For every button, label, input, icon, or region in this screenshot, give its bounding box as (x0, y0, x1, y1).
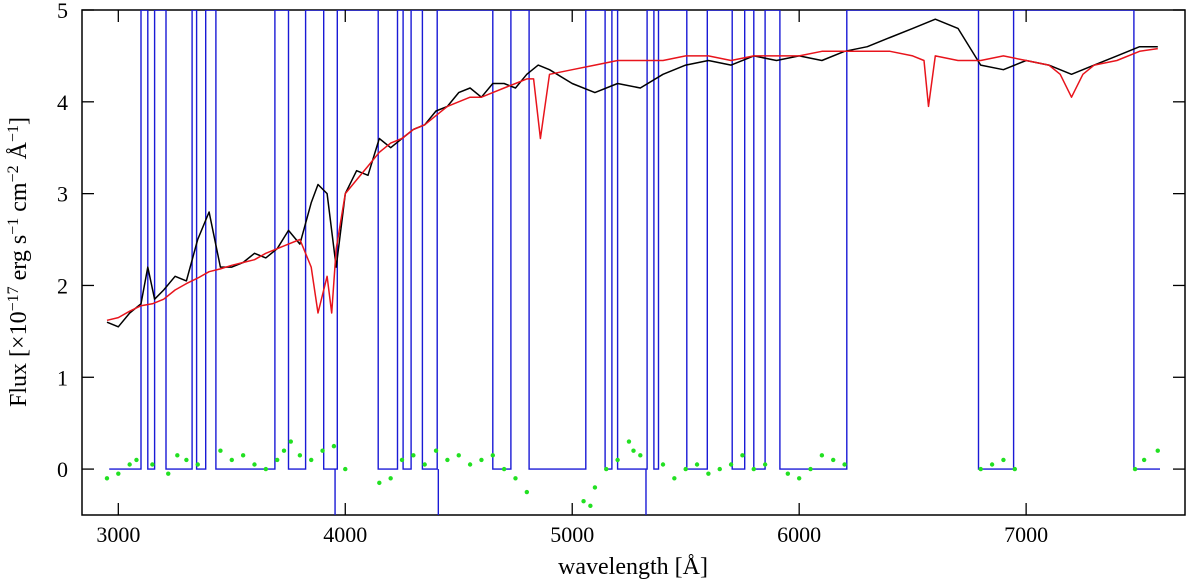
residual-point (785, 471, 791, 476)
residual-point (166, 471, 171, 476)
mask-line (109, 10, 1160, 470)
y-tick-label: 2 (57, 273, 68, 298)
residual-point (740, 453, 745, 458)
residual-point (819, 453, 825, 458)
y-tick-label: 1 (57, 365, 68, 390)
residual-point (978, 466, 983, 472)
residual-point (150, 462, 155, 467)
residual-point (638, 453, 643, 458)
y-tick-label: 5 (57, 0, 68, 23)
residual-point (631, 448, 636, 453)
residual-point (513, 476, 518, 481)
residual-point (592, 485, 598, 490)
residual-point (524, 489, 530, 495)
x-tick-label: 3000 (96, 522, 140, 547)
residual-point (263, 466, 269, 472)
residual-point (288, 439, 293, 444)
y-axis-title-mid3: Å (6, 141, 32, 165)
residual-point (1012, 466, 1017, 472)
residual-point (218, 448, 223, 453)
residual-point (501, 466, 507, 472)
residual-point (1132, 466, 1138, 472)
tick-layer: 3000 4000 5000 6000 7000 0 1 2 3 4 5 (57, 0, 1185, 547)
residual-point (672, 476, 677, 481)
residual-point (195, 462, 200, 467)
series-model-line (106, 47, 1158, 322)
residual-layer (104, 439, 1160, 509)
x-tick-label: 4000 (323, 522, 367, 547)
series-observed-line (106, 18, 1158, 328)
plot-frame (81, 9, 1186, 516)
residual-point (175, 453, 180, 458)
residual-point (706, 471, 711, 476)
y-axis-title-suffix: ] (6, 117, 32, 125)
residual-point (588, 503, 593, 509)
residual-point (842, 462, 847, 467)
residual-point (615, 457, 620, 463)
y-axis-title-exp4: −1 (5, 125, 22, 142)
x-tick-label: 6000 (777, 522, 821, 547)
residual-point (1155, 448, 1160, 453)
residual-point (116, 471, 121, 476)
residual-point (808, 466, 813, 472)
mask-layer (109, 10, 1160, 515)
residual-point (104, 476, 110, 481)
residual-point (411, 453, 416, 458)
residual-point (751, 466, 756, 472)
residual-point (683, 466, 688, 472)
residual-point (297, 453, 303, 458)
residual-point (660, 462, 666, 467)
residual-point (433, 448, 439, 453)
residual-point (604, 466, 609, 472)
residual-point (134, 457, 139, 463)
series-layer (106, 18, 1158, 328)
residual-point (229, 457, 234, 463)
y-axis-title-exp1: −17 (5, 286, 22, 311)
residual-point (445, 457, 450, 463)
residual-point (831, 457, 836, 463)
residual-point (989, 462, 995, 467)
residual-point (281, 448, 287, 453)
residual-point (762, 462, 768, 467)
residual-point (728, 462, 734, 467)
y-axis-title-mid1: erg s (6, 235, 32, 287)
residual-point (1001, 457, 1006, 463)
residual-point (694, 462, 700, 467)
residual-point (388, 476, 393, 481)
residual-point (490, 453, 495, 458)
residual-point (184, 457, 189, 463)
y-tick-label: 4 (57, 90, 68, 115)
x-tick-label: 7000 (1004, 522, 1048, 547)
residual-point (1141, 457, 1147, 463)
residual-point (467, 462, 473, 467)
y-tick-label: 3 (57, 182, 68, 207)
residual-point (399, 457, 405, 463)
residual-point (626, 439, 632, 444)
y-axis-title: Flux [×10−17 erg s−1 cm−2 Å−1] (5, 117, 33, 407)
residual-point (320, 448, 325, 453)
residual-point (240, 453, 246, 458)
residual-point (343, 466, 348, 472)
x-tick-label: 5000 (550, 522, 594, 547)
residual-point (127, 462, 132, 467)
residual-point (456, 453, 461, 458)
residual-point (581, 499, 586, 504)
y-axis-title-mid2: cm (6, 182, 32, 218)
residual-point (377, 480, 382, 486)
x-axis-title: wavelength [Å] (558, 554, 708, 580)
y-axis-title-exp3: −2 (5, 165, 22, 182)
y-axis-title-prefix: Flux [×10 (6, 311, 32, 407)
residual-point (479, 457, 484, 463)
residual-point (331, 443, 337, 449)
residual-point (717, 466, 722, 472)
residual-point (796, 476, 802, 481)
y-axis-title-exp2: −1 (5, 218, 22, 235)
residual-point (309, 457, 314, 463)
residual-point (274, 457, 280, 463)
y-tick-label: 0 (57, 457, 68, 482)
residual-point (422, 462, 427, 467)
residual-point (252, 462, 257, 467)
